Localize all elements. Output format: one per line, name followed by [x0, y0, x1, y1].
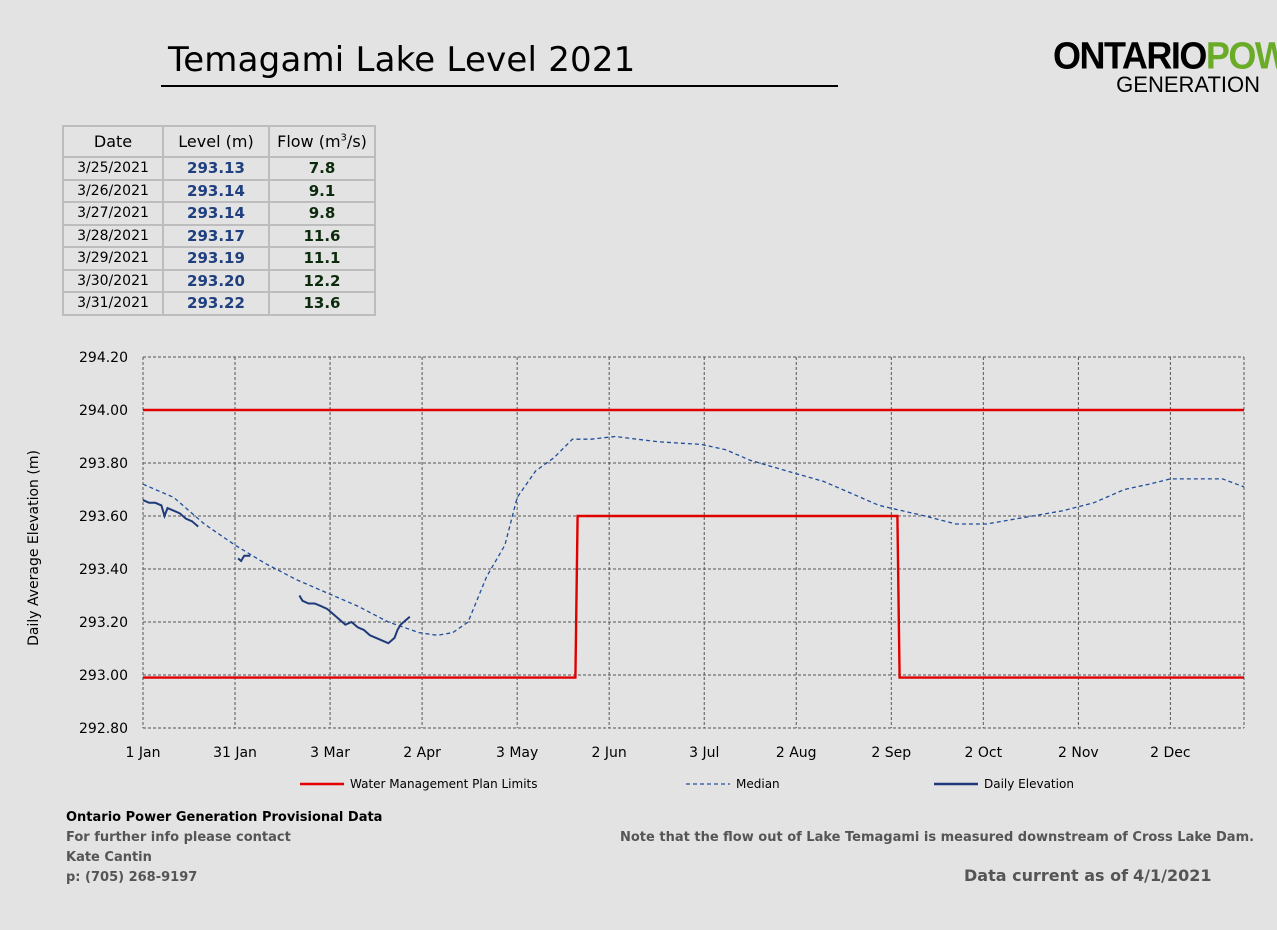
table-row: 3/29/2021 293.19 11.1: [62, 246, 376, 271]
footer-contact-line: For further info please contact: [66, 830, 291, 845]
x-tick-labels: 1 Jan 31 Jan 3 Mar 2 Apr 3 May 2 Jun 3 Jul 2 Au…: [126, 745, 1191, 761]
row-level: 293.14: [162, 201, 270, 226]
x-tick-label: 2 Apr: [403, 745, 441, 761]
x-tick-label: 31 Jan: [213, 745, 257, 761]
logo-word-power: POWER: [1205, 33, 1277, 77]
y-tick-label: 294.20: [79, 350, 128, 366]
x-tick-label: 2 Aug: [776, 745, 817, 761]
table-row: 3/25/2021 293.13 7.8: [62, 156, 376, 181]
row-flow: 11.6: [268, 223, 376, 248]
x-tick-label: 2 Oct: [965, 745, 1003, 761]
row-level: 293.14: [162, 178, 270, 203]
water-management-plan-limits-line: [143, 514, 1244, 679]
y-tick-label: 293.00: [79, 668, 128, 684]
data-current-label: Data current as of: [964, 866, 1129, 885]
footer-phone: p: (705) 268-9197: [66, 870, 198, 885]
row-date: 3/29/2021: [62, 246, 164, 271]
series-lines: [142, 408, 1245, 679]
table-row: 3/31/2021 293.22 13.6: [62, 291, 376, 316]
x-tick-label: 3 Mar: [310, 745, 350, 761]
title-underline: [161, 85, 838, 87]
x-tick-label: 2 Jun: [592, 745, 627, 761]
table-row: 3/26/2021 293.14 9.1: [62, 178, 376, 203]
x-tick-label: 2 Dec: [1150, 745, 1190, 761]
table-header-row: Date Level (m) Flow (m3/s): [62, 125, 376, 158]
x-tick-label: 3 May: [496, 745, 538, 761]
row-flow: 7.8: [268, 156, 376, 181]
header-level: Level (m): [162, 125, 270, 158]
y-tick-label: 293.40: [79, 562, 128, 578]
lake-level-chart: 292.80 293.00 293.20 293.40 293.60 293.80 294.…: [26, 350, 1245, 791]
footer-note: Note that the flow out of Lake Temagami …: [620, 830, 1255, 845]
logo-word-generation: GENERATION: [1116, 72, 1260, 97]
x-tick-label: 2 Sep: [871, 745, 911, 761]
table-row: 3/30/2021 293.20 12.2: [62, 268, 376, 293]
y-axis-label: Daily Average Elevation (m): [26, 450, 42, 646]
header-flow: Flow (m3/s): [268, 125, 376, 158]
y-tick-labels: 292.80 293.00 293.20 293.40 293.60 293.80 294.…: [79, 350, 128, 737]
chart-title: Temagami Lake Level 2021: [168, 40, 636, 80]
daily-elevation-line: [142, 499, 199, 528]
row-date: 3/30/2021: [62, 268, 164, 293]
row-level: 293.20: [162, 268, 270, 293]
row-flow: 9.8: [268, 201, 376, 226]
x-tick-label: 1 Jan: [126, 745, 161, 761]
grid-lines: [142, 356, 1245, 729]
legend-label: Median: [736, 777, 780, 791]
y-tick-label: 293.20: [79, 615, 128, 631]
row-level: 293.22: [162, 291, 270, 316]
row-flow: 11.1: [268, 246, 376, 271]
y-tick-label: 293.60: [79, 509, 128, 525]
table-row: 3/28/2021 293.17 11.6: [62, 223, 376, 248]
recent-data-table: Date Level (m) Flow (m3/s) 3/25/2021 293.…: [62, 125, 376, 316]
row-date: 3/27/2021: [62, 201, 164, 226]
footer-contact-name: Kate Cantin: [66, 850, 152, 865]
x-tick-label: 3 Jul: [689, 745, 719, 761]
opg-logo: ONTARIOPOWER GENERATION: [1053, 37, 1277, 97]
y-tick-label: 294.00: [79, 403, 128, 419]
footer-org: Ontario Power Generation Provisional Dat…: [66, 810, 383, 825]
row-date: 3/26/2021: [62, 178, 164, 203]
daily-elevation-line: [298, 594, 411, 645]
logo-word-ontario: ONTARIO: [1053, 33, 1207, 77]
daily-elevation-line: [237, 554, 251, 563]
row-level: 293.13: [162, 156, 270, 181]
legend-label: Water Management Plan Limits: [350, 777, 538, 791]
data-current-date: 4/1/2021: [1133, 866, 1212, 885]
row-date: 3/31/2021: [62, 291, 164, 316]
table-row: 3/27/2021 293.14 9.8: [62, 201, 376, 226]
y-tick-label: 292.80: [79, 721, 128, 737]
row-level: 293.17: [162, 223, 270, 248]
row-flow: 12.2: [268, 268, 376, 293]
header-date: Date: [62, 125, 164, 158]
legend: Water Management Plan Limits Median Daily …: [300, 777, 1074, 791]
row-flow: 9.1: [268, 178, 376, 203]
row-date: 3/25/2021: [62, 156, 164, 181]
row-date: 3/28/2021: [62, 223, 164, 248]
y-tick-label: 293.80: [79, 456, 128, 472]
median-line: [142, 435, 1245, 636]
row-flow: 13.6: [268, 291, 376, 316]
x-tick-label: 2 Nov: [1058, 745, 1099, 761]
row-level: 293.19: [162, 246, 270, 271]
legend-label: Daily Elevation: [984, 777, 1074, 791]
